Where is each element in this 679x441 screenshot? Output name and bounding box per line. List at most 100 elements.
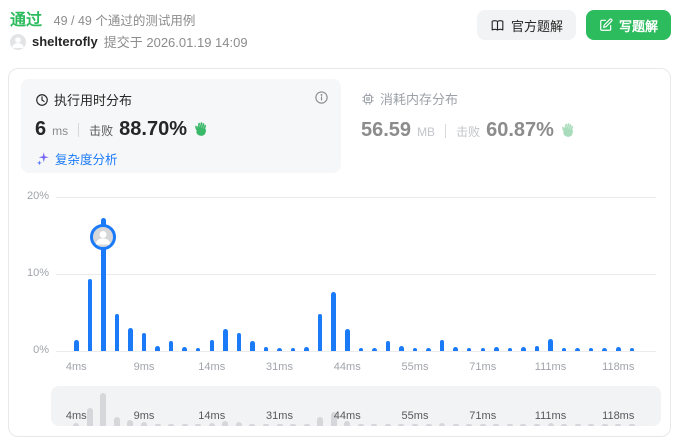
mini-bar [574,423,581,426]
mini-bar [561,423,568,426]
runtime-bar[interactable] [236,333,242,351]
runtime-bar[interactable] [507,347,513,351]
chip-icon [361,92,375,106]
person-icon [12,36,24,48]
mini-bar [276,423,283,426]
runtime-bar[interactable] [277,347,282,351]
runtime-bar[interactable] [195,347,201,351]
runtime-bar[interactable] [304,347,309,351]
mini-bar [195,423,202,426]
x-tick-label: 55ms [401,361,429,373]
runtime-bar[interactable] [548,338,553,351]
write-solution-button[interactable]: 写题解 [585,10,671,40]
edit-icon [599,18,613,32]
memory-card-title: 消耗内存分布 [380,92,459,107]
runtime-card-title: 执行用时分布 [54,93,133,108]
runtime-bar[interactable] [331,292,336,351]
mini-bar [533,423,540,426]
submitted-time: 提交于 2026.01.19 14:09 [103,35,248,50]
runtime-bar[interactable] [345,328,350,351]
official-solution-label: 官方题解 [510,18,563,34]
runtime-bar[interactable] [521,347,526,351]
runtime-bar[interactable] [182,347,187,351]
runtime-bar[interactable] [317,314,323,351]
runtime-bar[interactable] [385,340,391,351]
mini-x-tick-label: 9ms [133,410,155,422]
runtime-bar[interactable] [629,348,635,351]
y-tick-label: 20% [26,190,49,202]
official-solution-button[interactable]: 官方题解 [476,10,576,40]
mini-bar [588,423,595,426]
mini-bar [371,423,378,426]
runtime-bar[interactable] [575,348,580,351]
runtime-bar[interactable] [616,347,621,351]
wave-hand-icon [560,122,576,138]
x-tick-label: 14ms [198,361,226,373]
divider [78,122,80,137]
memory-stat-card[interactable]: 消耗内存分布 56.59 MB 击败 60.87% [361,89,641,142]
mini-bar [222,420,229,426]
result-card: 执行用时分布 6 ms 击败 88.70% [8,68,671,437]
runtime-bar[interactable] [426,347,431,351]
x-tick-label: 111ms [534,361,567,373]
mini-bar [181,423,188,426]
runtime-bar[interactable] [209,340,214,351]
mini-bar [154,423,161,426]
submission-header: 通过 49 / 49 个通过的测试用例 shelterofly 提交于 2026… [10,6,671,62]
runtime-bar[interactable] [372,347,377,351]
memory-unit: MB [417,125,436,139]
mini-bar [520,423,527,426]
username[interactable]: shelterofly [32,34,98,49]
runtime-bar[interactable] [480,347,485,351]
runtime-bar[interactable] [412,348,418,351]
write-solution-label: 写题解 [618,18,658,34]
runtime-bar[interactable] [602,347,607,351]
runtime-bar[interactable] [114,314,120,351]
mini-bar [86,408,93,426]
runtime-bar[interactable] [87,279,93,351]
mini-bar [493,423,500,426]
user-result-marker[interactable] [90,223,117,250]
runtime-bar[interactable] [358,348,364,351]
mini-bar [303,423,310,426]
mini-bar [425,423,432,426]
memory-beats-value: 60.87% [486,119,554,141]
runtime-beats-value: 88.70% [119,118,187,140]
mini-bar [290,423,297,426]
runtime-bar[interactable] [155,346,160,351]
mini-bar [547,422,554,426]
runtime-bar[interactable] [223,328,228,351]
runtime-bar[interactable] [141,333,147,351]
runtime-bar[interactable] [466,347,472,351]
runtime-bar[interactable] [290,347,296,351]
runtime-bar[interactable] [74,340,79,351]
x-tick-label: 71ms [469,361,497,373]
runtime-bar[interactable] [168,340,174,351]
mini-bar [439,423,446,426]
mini-bar [412,423,418,426]
runtime-bar[interactable] [534,345,540,351]
info-icon[interactable] [314,90,329,105]
mini-bar [466,423,473,426]
memory-beats-label: 击败 [456,125,481,139]
runtime-bar[interactable] [250,340,255,351]
mini-bar [262,423,269,426]
runtime-bar[interactable] [439,340,445,351]
runtime-bar[interactable] [263,347,269,351]
complexity-analysis-link[interactable]: 复杂度分析 [55,153,118,167]
runtime-bar[interactable] [399,345,404,351]
runtime-bar[interactable] [128,327,133,351]
runtime-bar[interactable] [101,217,106,351]
mini-bar [384,423,391,426]
runtime-bar[interactable] [588,347,594,351]
clock-icon [35,93,49,107]
mini-chart-brush[interactable]: 4ms 9ms 14ms 31ms 44ms 55ms 71ms 111ms 118ms [51,386,661,426]
runtime-stat-card[interactable]: 执行用时分布 6 ms 击败 88.70% [21,79,341,173]
runtime-bar[interactable] [453,347,458,351]
runtime-bar[interactable] [561,347,567,351]
person-icon [96,230,111,245]
runtime-bar[interactable] [494,347,499,351]
mini-bar [127,420,134,426]
book-icon [490,18,505,33]
user-avatar [10,33,26,50]
